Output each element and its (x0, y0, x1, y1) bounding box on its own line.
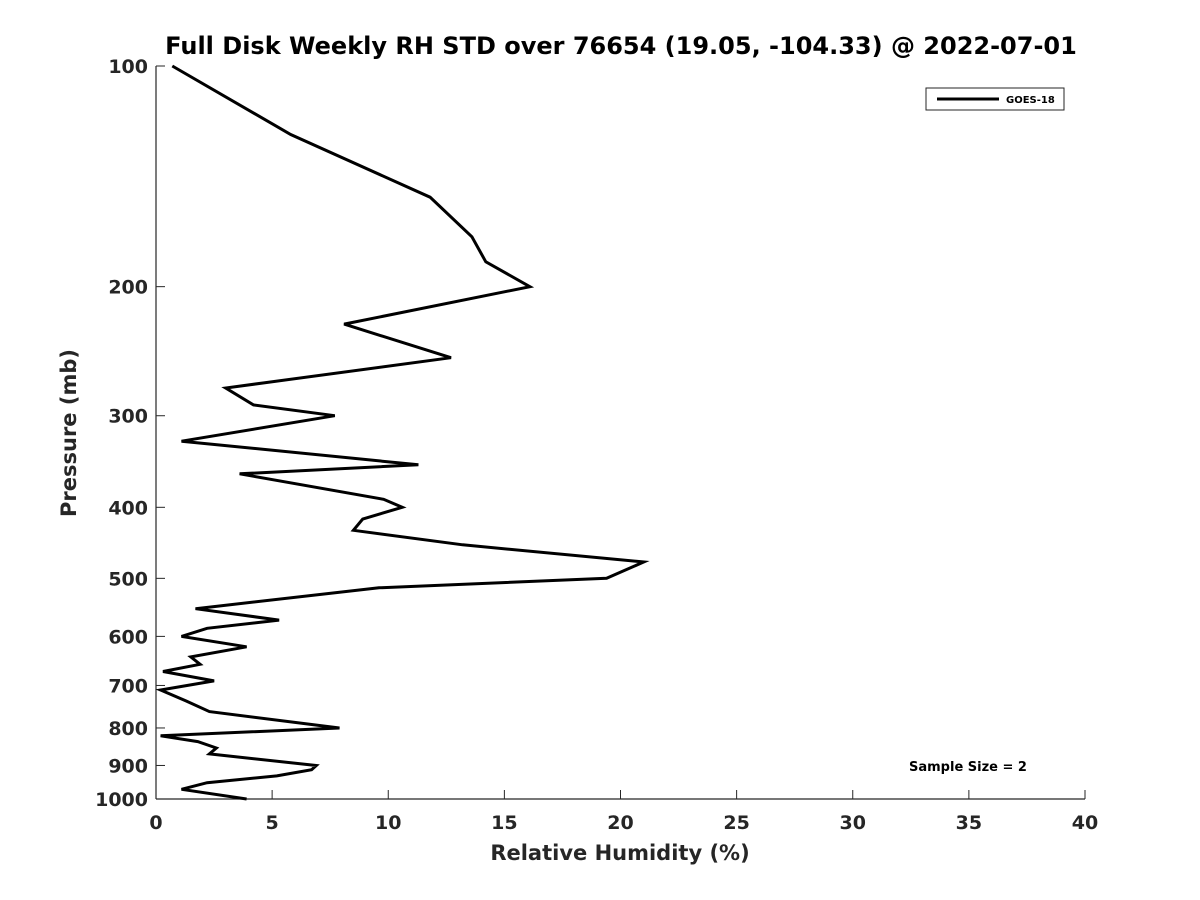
x-tick-label: 0 (149, 812, 162, 834)
x-tick-label: 20 (607, 812, 633, 834)
x-tick-label: 25 (723, 812, 749, 834)
y-tick-label: 1000 (95, 789, 148, 811)
x-tick-label: 35 (956, 812, 982, 834)
y-tick-label: 400 (108, 497, 148, 519)
x-tick-label: 5 (266, 812, 279, 834)
y-tick-label: 800 (108, 718, 148, 740)
y-axis-ticks: 100 200 300 400 500 600 700 800 900 1000 (95, 56, 165, 811)
series-group (155, 64, 650, 801)
y-tick-label: 900 (108, 755, 148, 777)
x-tick-label: 10 (375, 812, 401, 834)
chart-title: Full Disk Weekly RH STD over 76654 (19.0… (165, 32, 1077, 60)
x-tick-label: 15 (491, 812, 517, 834)
y-tick-label: 100 (108, 56, 148, 78)
y-tick-label: 300 (108, 406, 148, 428)
legend-label-goes-18: GOES-18 (1006, 95, 1055, 106)
series-line-goes-18 (155, 64, 650, 801)
y-tick-label: 200 (108, 277, 148, 299)
sample-size-annotation: Sample Size = 2 (909, 760, 1027, 775)
x-axis-ticks: 0 5 10 15 20 25 30 35 40 (149, 790, 1098, 834)
y-axis-label: Pressure (mb) (57, 349, 81, 517)
y-tick-label: 600 (108, 626, 148, 648)
axes (155, 66, 1085, 800)
y-tick-label: 700 (108, 675, 148, 697)
x-tick-label: 30 (840, 812, 866, 834)
y-tick-label: 500 (108, 568, 148, 590)
legend: GOES-18 (925, 87, 1065, 111)
x-tick-label: 40 (1072, 812, 1098, 834)
x-axis-label: Relative Humidity (%) (490, 841, 749, 865)
